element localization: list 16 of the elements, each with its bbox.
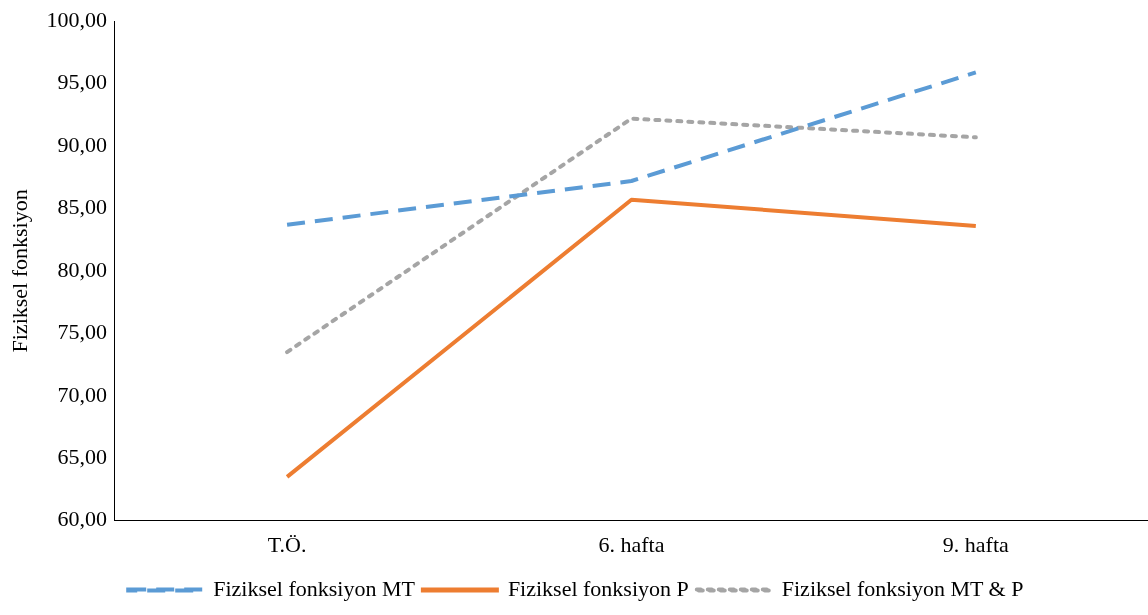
y-tick-label: 60,00: [57, 506, 107, 532]
y-tick-label: 90,00: [57, 131, 107, 157]
x-tick-label: 9. hafta: [942, 531, 1010, 557]
legend-label: Fiziksel fonksiyon MT & P: [781, 575, 1024, 601]
y-axis-title: Fiziksel fonksiyon: [6, 189, 32, 353]
y-tick-label: 70,00: [57, 381, 107, 407]
legend-label: Fiziksel fonksiyon MT: [213, 575, 416, 601]
y-tick-label: 100,00: [46, 6, 107, 32]
y-tick-label: 85,00: [57, 194, 107, 220]
y-tick-label: 65,00: [57, 443, 107, 469]
x-tick-label: T.Ö.: [267, 531, 307, 557]
y-tick-label: 80,00: [57, 256, 107, 282]
y-tick-label: 75,00: [57, 319, 107, 345]
x-tick-label: 6. hafta: [598, 531, 665, 557]
legend-label: Fiziksel fonksiyon P: [507, 575, 689, 601]
y-tick-label: 95,00: [57, 69, 107, 95]
